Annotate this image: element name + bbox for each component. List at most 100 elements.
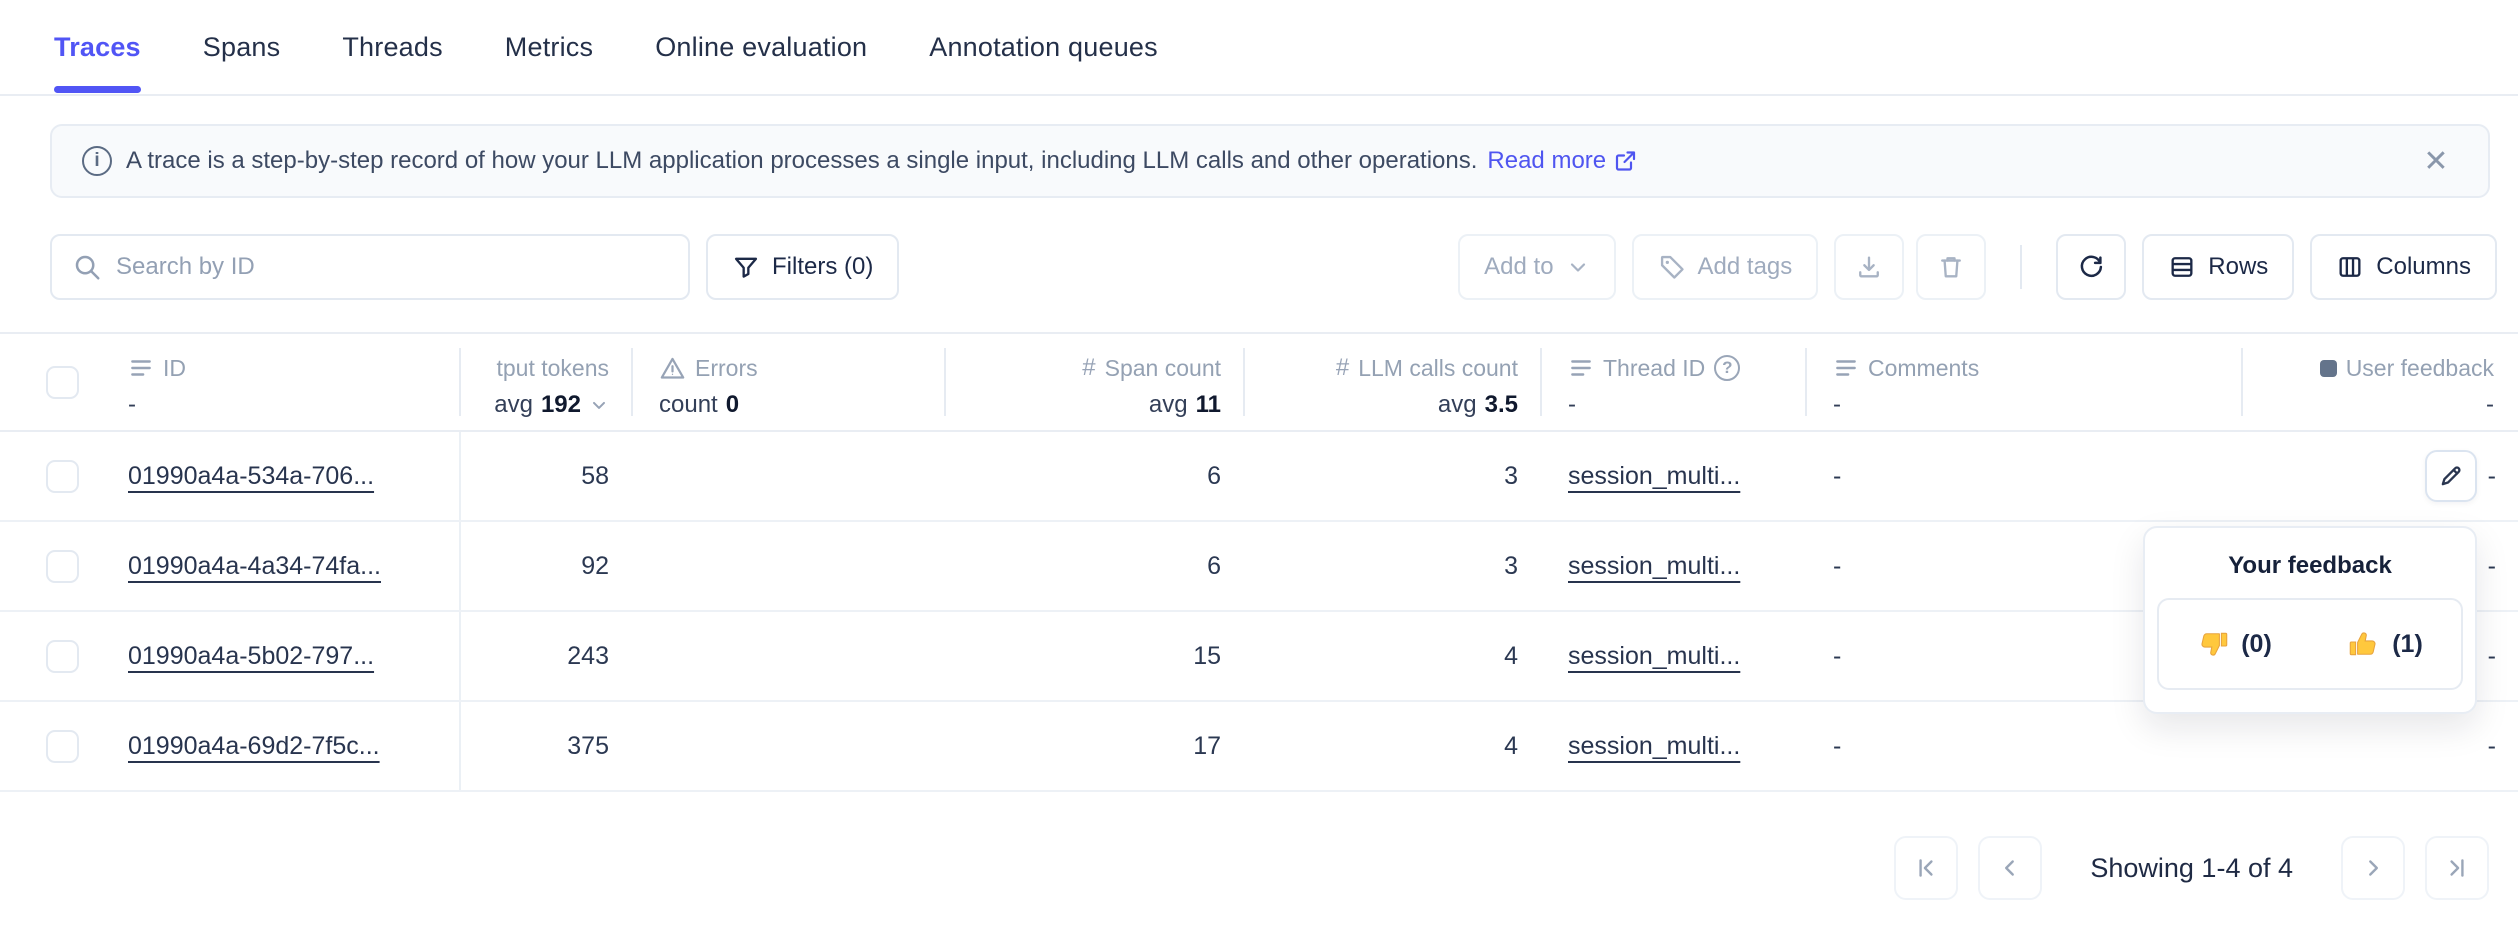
span-count-cell: 15 bbox=[946, 612, 1245, 700]
select-all-checkbox[interactable] bbox=[46, 365, 79, 399]
thumbs-down-button[interactable]: (0) bbox=[2159, 628, 2310, 660]
refresh-icon bbox=[2080, 255, 2103, 278]
help-icon[interactable]: ? bbox=[1714, 355, 1741, 381]
last-page-icon bbox=[2450, 859, 2464, 877]
prev-page-button[interactable] bbox=[1978, 836, 2043, 900]
user-feedback-cell: - bbox=[2243, 702, 2518, 790]
banner-text: A trace is a step-by-step record of how … bbox=[126, 147, 1478, 174]
header-user-feedback-stat: - bbox=[2486, 391, 2494, 418]
sort-chevron-icon[interactable] bbox=[589, 395, 609, 415]
banner-close-icon[interactable]: ✕ bbox=[2423, 144, 2449, 178]
span-count-value: 17 bbox=[1193, 731, 1221, 760]
first-page-button[interactable] bbox=[1894, 836, 1959, 900]
llm-calls-value: 3 bbox=[1504, 551, 1518, 580]
add-tags-label: Add tags bbox=[1697, 253, 1793, 280]
header-user-feedback[interactable]: User feedback - bbox=[2243, 334, 2518, 430]
thread-id-link[interactable]: session_multi... bbox=[1568, 731, 1741, 760]
rows-button[interactable]: Rows bbox=[2142, 234, 2295, 300]
trace-id-link[interactable]: 01990a4a-534a-706... bbox=[128, 461, 375, 490]
read-more-link[interactable]: Read more bbox=[1487, 147, 1637, 175]
add-to-label: Add to bbox=[1484, 253, 1554, 280]
tab-online-evaluation-label: Online evaluation bbox=[655, 31, 868, 62]
header-id[interactable]: ID - bbox=[110, 334, 461, 430]
filter-icon bbox=[734, 257, 758, 278]
add-tags-button[interactable]: Add tags bbox=[1631, 234, 1819, 300]
edit-feedback-button[interactable] bbox=[2424, 450, 2477, 502]
header-comments[interactable]: Comments - bbox=[1807, 334, 2243, 430]
category-type-icon bbox=[2319, 359, 2337, 377]
output-tokens-cell: 243 bbox=[461, 612, 633, 700]
row-checkbox[interactable] bbox=[46, 549, 79, 583]
llm-calls-value: 3 bbox=[1504, 461, 1518, 490]
toolbar: Filters (0) Add to Add tags bbox=[50, 234, 2497, 300]
comments-value: - bbox=[1833, 641, 1842, 670]
id-cell: 01990a4a-69d2-7f5c... bbox=[110, 702, 461, 790]
thread-id-link[interactable]: session_multi... bbox=[1568, 641, 1741, 670]
output-tokens-value: 375 bbox=[567, 731, 609, 760]
header-output-tokens[interactable]: tput tokens avg 192 bbox=[461, 334, 633, 430]
search-box[interactable] bbox=[50, 234, 690, 300]
add-to-button[interactable]: Add to bbox=[1458, 234, 1616, 300]
search-input[interactable] bbox=[116, 253, 668, 281]
download-button[interactable] bbox=[1834, 234, 1905, 300]
thumbs-up-button[interactable]: (1) bbox=[2310, 628, 2461, 660]
search-icon bbox=[75, 255, 100, 280]
tabs-bar: Traces Spans Threads Metrics Online eval… bbox=[0, 0, 2518, 96]
header-output-tokens-stat-label: avg bbox=[494, 391, 533, 418]
errors-cell bbox=[633, 432, 946, 520]
thread-id-link[interactable]: session_multi... bbox=[1568, 551, 1741, 580]
table-header-row: ID - tput tokens avg 192 Errors bbox=[0, 332, 2518, 432]
llm-calls-cell: 4 bbox=[1245, 612, 1542, 700]
table-row[interactable]: 01990a4a-4a34-74fa... 92 6 3 session_mul… bbox=[0, 522, 2518, 612]
row-checkbox[interactable] bbox=[46, 729, 79, 763]
columns-button[interactable]: Columns bbox=[2310, 234, 2497, 300]
thumbs-up-count: (1) bbox=[2392, 629, 2423, 658]
warning-triangle-icon bbox=[660, 357, 685, 379]
filters-label: Filters (0) bbox=[772, 253, 874, 280]
output-tokens-cell: 92 bbox=[461, 522, 633, 610]
tab-traces[interactable]: Traces bbox=[54, 0, 141, 95]
tab-metrics[interactable]: Metrics bbox=[505, 0, 593, 95]
header-thread-id-label: Thread ID bbox=[1603, 354, 1706, 381]
tab-online-evaluation[interactable]: Online evaluation bbox=[655, 0, 867, 95]
chevron-right-icon bbox=[2369, 860, 2378, 876]
column-divider bbox=[944, 348, 946, 416]
output-tokens-value: 58 bbox=[581, 461, 609, 490]
row-checkbox[interactable] bbox=[46, 639, 79, 673]
trace-id-link[interactable]: 01990a4a-5b02-797... bbox=[128, 641, 375, 670]
trace-id-link[interactable]: 01990a4a-69d2-7f5c... bbox=[128, 731, 380, 760]
table-row[interactable]: 01990a4a-69d2-7f5c... 375 17 4 session_m… bbox=[0, 702, 2518, 792]
header-llm-calls-count[interactable]: # LLM calls count avg 3.5 bbox=[1245, 334, 1542, 430]
column-divider bbox=[2241, 348, 2243, 416]
column-divider bbox=[1805, 348, 1807, 416]
refresh-button[interactable] bbox=[2056, 234, 2127, 300]
errors-cell bbox=[633, 612, 946, 700]
trace-info-banner: i A trace is a step-by-step record of ho… bbox=[50, 124, 2490, 198]
tab-threads[interactable]: Threads bbox=[342, 0, 442, 95]
download-icon bbox=[1859, 256, 1880, 278]
output-tokens-cell: 58 bbox=[461, 432, 633, 520]
info-icon: i bbox=[82, 146, 112, 176]
thread-id-link[interactable]: session_multi... bbox=[1568, 461, 1741, 490]
thread-id-cell: session_multi... bbox=[1542, 702, 1807, 790]
tab-annotation-queues[interactable]: Annotation queues bbox=[929, 0, 1158, 95]
row-checkbox[interactable] bbox=[46, 459, 79, 493]
trace-id-link[interactable]: 01990a4a-4a34-74fa... bbox=[128, 551, 381, 580]
tab-spans[interactable]: Spans bbox=[203, 0, 281, 95]
table-row[interactable]: 01990a4a-534a-706... 58 6 3 session_mult… bbox=[0, 432, 2518, 522]
active-tab-underline bbox=[54, 86, 141, 93]
header-thread-id[interactable]: Thread ID ? - bbox=[1542, 334, 1807, 430]
header-errors-stat-label: count bbox=[659, 391, 718, 418]
delete-button[interactable] bbox=[1916, 234, 1987, 300]
text-type-icon bbox=[1836, 360, 1856, 376]
header-span-count[interactable]: # Span count avg 11 bbox=[946, 334, 1245, 430]
comments-cell: - bbox=[1807, 702, 2243, 790]
header-span-count-label: Span count bbox=[1104, 354, 1221, 381]
comments-value: - bbox=[1833, 731, 1842, 760]
next-page-button[interactable] bbox=[2341, 836, 2405, 900]
header-errors[interactable]: Errors count 0 bbox=[633, 334, 946, 430]
filters-button[interactable]: Filters (0) bbox=[706, 234, 900, 300]
table-row[interactable]: 01990a4a-5b02-797... 243 15 4 session_mu… bbox=[0, 612, 2518, 702]
comments-value: - bbox=[1833, 461, 1842, 490]
last-page-button[interactable] bbox=[2425, 836, 2489, 900]
